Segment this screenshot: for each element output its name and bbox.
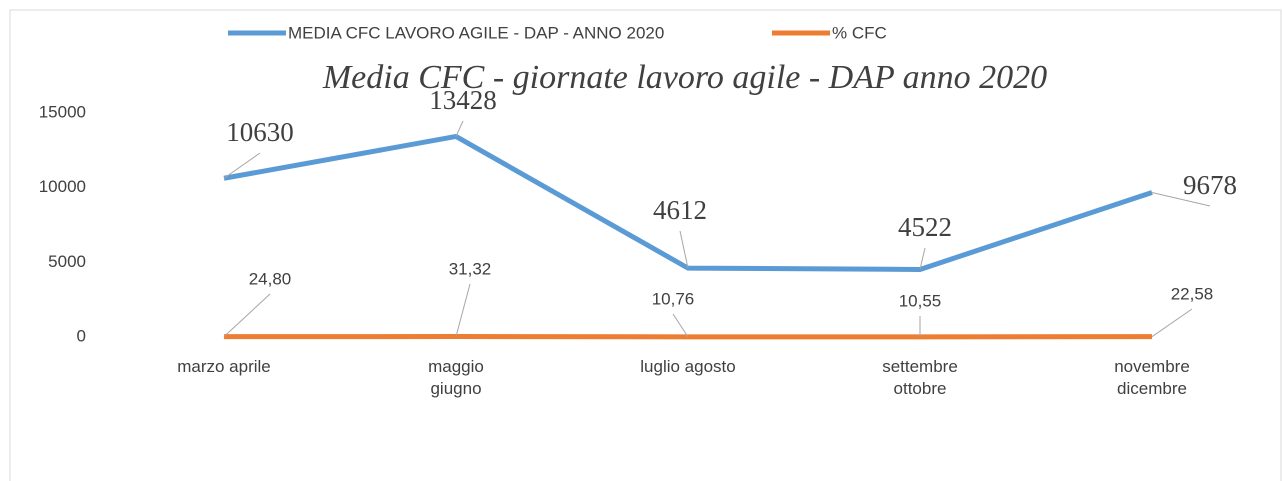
x-tick-label: marzo aprile (177, 357, 271, 376)
leader-line (672, 313, 689, 338)
legend-label: % CFC (832, 23, 887, 42)
leader-line (679, 230, 689, 269)
y-tick-label: 5000 (48, 252, 86, 271)
leader-line (455, 120, 464, 137)
data-label: 31,32 (449, 259, 492, 278)
x-tick-label: novembre dicembre (1114, 357, 1190, 398)
leader-line (223, 152, 261, 179)
x-tick-label: luglio agosto (640, 357, 736, 376)
legend-label: MEDIA CFC LAVORO AGILE - DAP - ANNO 2020 (288, 23, 664, 42)
leader-line (1151, 308, 1193, 338)
y-tick-label: 15000 (39, 102, 86, 121)
data-label: 4522 (898, 212, 952, 242)
y-tick-label: 10000 (39, 177, 86, 196)
leader-line (1151, 191, 1211, 207)
leader-line (919, 247, 926, 270)
chart-title: Media CFC - giornate lavoro agile - DAP … (322, 59, 1047, 96)
leader-line (223, 293, 271, 337)
chart-border (9, 9, 1282, 481)
y-tick-label: 0 (77, 326, 86, 345)
leader-line (455, 283, 471, 337)
x-tick-label: settembre ottobre (882, 357, 958, 398)
data-label: 13428 (429, 85, 497, 115)
x-tick-label: maggio giugno (428, 357, 484, 398)
data-label: 10,76 (652, 289, 695, 308)
data-label: 24,80 (249, 269, 292, 288)
data-label: 22,58 (1171, 284, 1214, 303)
data-label: 4612 (653, 195, 707, 225)
data-label: 9678 (1183, 170, 1237, 200)
data-label: 10,55 (899, 291, 942, 310)
data-label: 10630 (226, 117, 294, 147)
